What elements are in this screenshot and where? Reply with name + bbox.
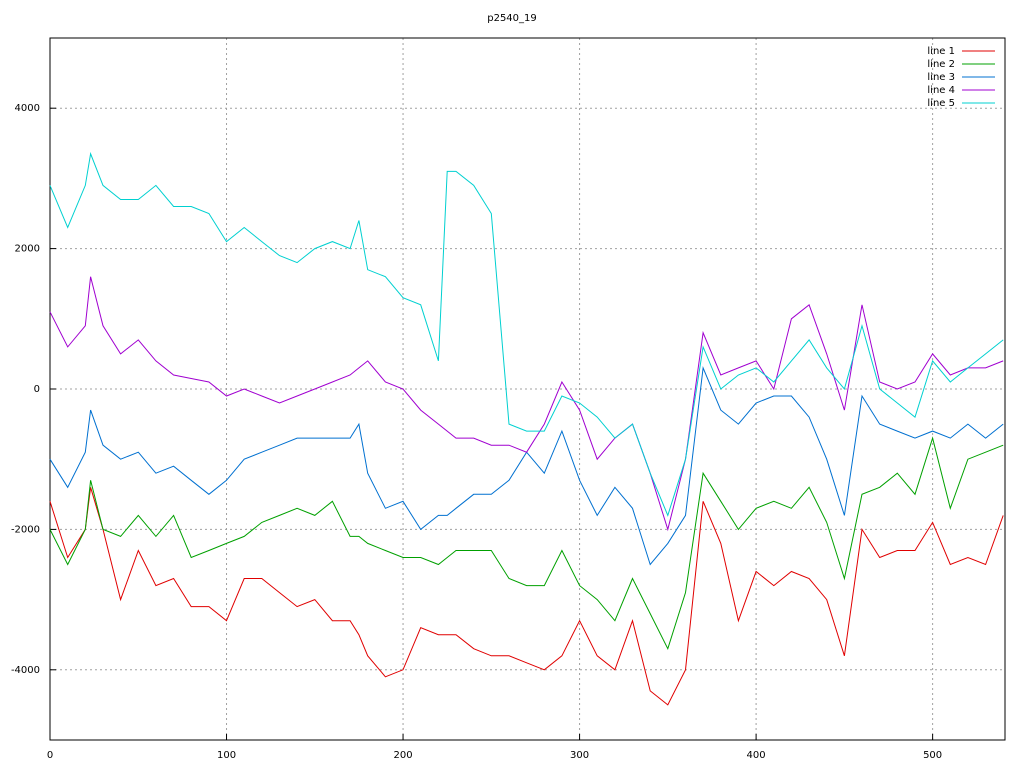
x-tick-label: 200 bbox=[394, 750, 413, 761]
y-tick-label: -4000 bbox=[11, 665, 40, 676]
plot-frame bbox=[49, 37, 1006, 741]
x-tick-label: 300 bbox=[570, 750, 589, 761]
series-line bbox=[49, 365, 1004, 566]
series-line bbox=[49, 276, 1004, 532]
x-tick-label: 0 bbox=[47, 750, 53, 761]
legend-label: line 5 bbox=[927, 98, 955, 109]
y-tick-label: -2000 bbox=[11, 524, 40, 535]
legend-label: line 3 bbox=[927, 72, 955, 83]
x-tick-label: 500 bbox=[923, 750, 942, 761]
y-tick-label: 2000 bbox=[15, 244, 40, 255]
y-tick-label: 0 bbox=[34, 384, 40, 395]
legend-label: line 4 bbox=[927, 85, 955, 96]
series-line bbox=[49, 436, 1004, 651]
y-tick-label: 4000 bbox=[15, 103, 40, 114]
legend-label: line 1 bbox=[927, 46, 955, 57]
chart-title: p2540_19 bbox=[487, 13, 537, 24]
x-tick-label: 100 bbox=[217, 750, 236, 761]
series-line bbox=[49, 487, 1004, 706]
x-tick-label: 400 bbox=[747, 750, 766, 761]
legend-label: line 2 bbox=[927, 59, 955, 70]
series-line bbox=[49, 151, 1004, 517]
